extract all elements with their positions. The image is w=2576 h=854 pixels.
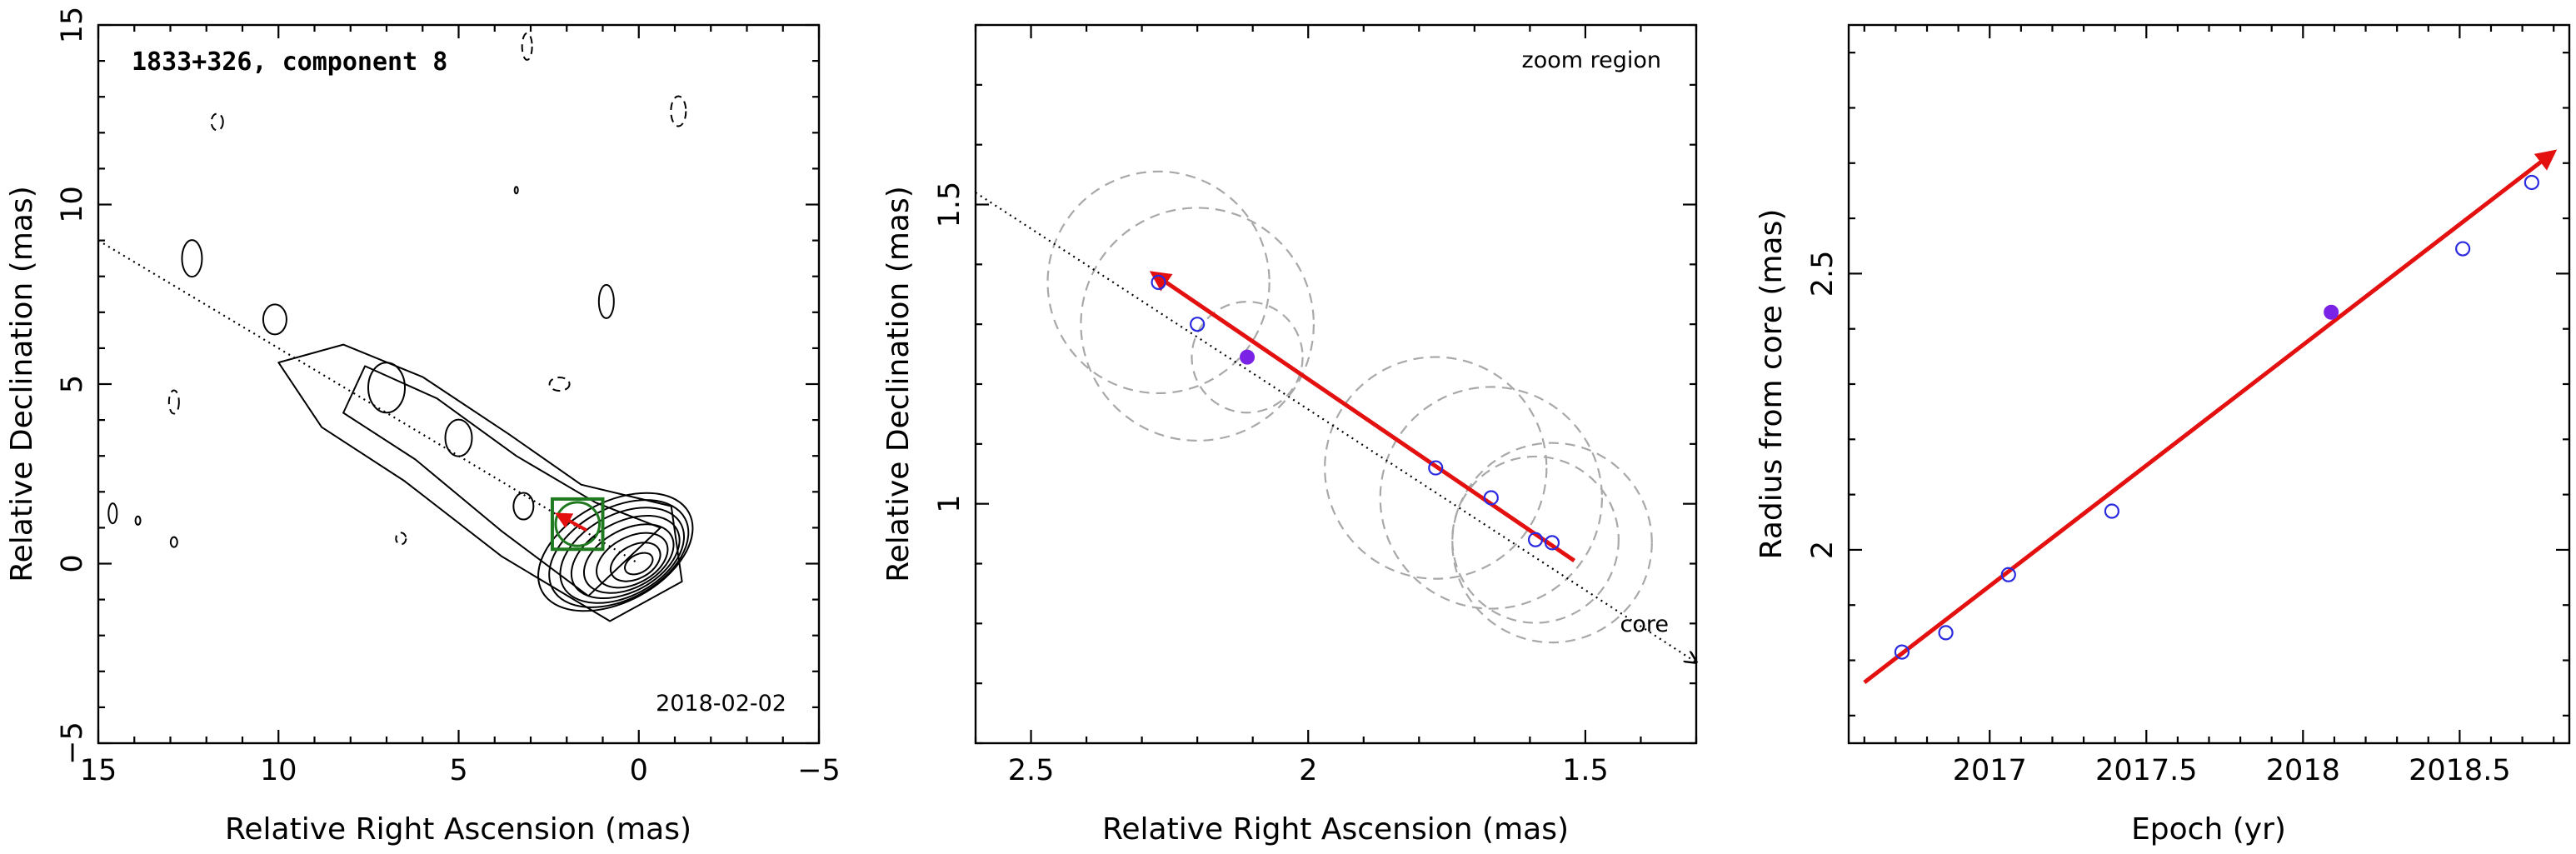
panel1-ticks: 15 10 5 0 −5 −5 0 5 10 15 xyxy=(56,7,841,787)
panel1-title: 1833+326, component 8 xyxy=(132,47,447,77)
jet-contour xyxy=(342,365,661,597)
knot-contour xyxy=(512,492,535,521)
panel1-y-axis-label: Relative Declination (mas) xyxy=(5,186,39,582)
data-point xyxy=(2000,567,2016,582)
y-tick-label: 0 xyxy=(56,554,89,572)
x-tick-label: 15 xyxy=(80,754,117,787)
noise-contour xyxy=(107,502,118,525)
data-point xyxy=(2455,241,2471,257)
beam-circle xyxy=(1451,442,1653,644)
data-point xyxy=(1938,625,1954,641)
y-tick-label: 2.5 xyxy=(1806,251,1840,297)
x-tick-label: 2017.5 xyxy=(2095,754,2197,787)
panel-radius-vs-epoch: 2017 2017.5 2018 2018.5 2 2.5 Epoch (yr) Radi… xyxy=(1755,23,2571,847)
x-tick-label: 0 xyxy=(630,754,648,787)
contour-map xyxy=(107,32,694,622)
data-point xyxy=(1428,460,1444,476)
y-tick-label: 5 xyxy=(56,375,89,393)
panel1-x-axis-label: Relative Right Ascension (mas) xyxy=(225,812,691,847)
knot-contour xyxy=(367,362,406,414)
x-tick-label: 2018.5 xyxy=(2409,754,2510,787)
data-point xyxy=(1151,274,1166,290)
data-point xyxy=(1190,317,1206,332)
jet-axis-line xyxy=(975,192,1696,662)
panel3-y-axis-label: Radius from core (mas) xyxy=(1755,209,1789,560)
x-tick-label: 2017 xyxy=(1953,754,2027,787)
negative-contour xyxy=(167,389,180,415)
component-track-arrow xyxy=(554,512,587,532)
negative-contour xyxy=(521,32,533,61)
knot-contour xyxy=(597,283,615,319)
core-contour xyxy=(596,532,669,589)
x-tick-label: −5 xyxy=(797,754,841,787)
y-tick-label: 15 xyxy=(56,7,89,44)
beam-circle xyxy=(1080,207,1315,442)
core-label: core xyxy=(1620,612,1669,637)
y-tick-label: 2 xyxy=(1806,541,1840,559)
core-contour xyxy=(582,523,675,594)
negative-contour xyxy=(670,95,687,127)
beam-circles xyxy=(1046,170,1653,644)
beam-circle xyxy=(1379,386,1603,610)
jet-contour xyxy=(277,343,683,622)
data-point xyxy=(2104,503,2120,519)
panel1-frame xyxy=(97,23,821,745)
data-point-current xyxy=(1240,349,1256,365)
panel-contour-map: 15 10 5 0 −5 −5 0 5 10 15 1833+326, component 8 2… xyxy=(5,7,841,847)
x-tick-label: 2 xyxy=(1299,754,1317,787)
knot-contour xyxy=(262,303,287,336)
negative-contour xyxy=(395,532,407,546)
data-point xyxy=(1483,490,1499,506)
panel3-frame xyxy=(1847,23,2571,745)
radius-points xyxy=(1894,174,2539,660)
data-point-current xyxy=(2324,304,2339,320)
noise-contour xyxy=(169,536,178,548)
panel2-x-axis-label: Relative Right Ascension (mas) xyxy=(1102,812,1569,847)
x-tick-label: 2018 xyxy=(2266,754,2340,787)
x-tick-label: 1.5 xyxy=(1562,754,1609,787)
component-positions xyxy=(1151,274,1560,551)
y-tick-label: 10 xyxy=(56,186,89,223)
panel3-ticks: 2017 2017.5 2018 2018.5 2 2.5 xyxy=(1806,25,2569,787)
fit-arrow xyxy=(1149,271,1576,562)
data-point xyxy=(2524,174,2539,191)
x-tick-label: 10 xyxy=(260,754,297,787)
data-point xyxy=(1544,535,1560,551)
y-tick-label: −5 xyxy=(56,722,89,765)
data-point xyxy=(1894,644,1910,660)
y-tick-label: 1 xyxy=(933,495,966,513)
y-tick-label: 1.5 xyxy=(933,182,966,228)
zoom-region-label: zoom region xyxy=(1522,47,1661,73)
noise-contour xyxy=(134,515,142,526)
negative-contour xyxy=(210,112,224,132)
noise-contour xyxy=(513,186,519,195)
zoom-region-box xyxy=(550,497,605,552)
knot-contour xyxy=(181,239,203,278)
panel2-ticks: 2.5 2 1.5 1 1.5 xyxy=(933,23,1698,787)
core-contour xyxy=(624,552,654,576)
x-tick-label: 2.5 xyxy=(1008,754,1055,787)
negative-contour xyxy=(548,377,571,392)
beam-circle xyxy=(1451,455,1620,624)
beam-circle xyxy=(1191,301,1304,414)
beam-circle xyxy=(1324,356,1548,580)
beam-circle xyxy=(1046,170,1271,395)
data-point xyxy=(1527,532,1544,547)
panel1-date-label: 2018-02-02 xyxy=(656,691,786,717)
panel3-x-axis-label: Epoch (yr) xyxy=(2131,812,2286,847)
fit-arrow xyxy=(1863,149,2558,685)
panel2-y-axis-label: Relative Declination (mas) xyxy=(881,186,916,582)
x-tick-label: 5 xyxy=(449,754,467,787)
panel-zoom-region: 2.5 2 1.5 1 1.5 zoom region core Relative Ri… xyxy=(881,23,1698,847)
